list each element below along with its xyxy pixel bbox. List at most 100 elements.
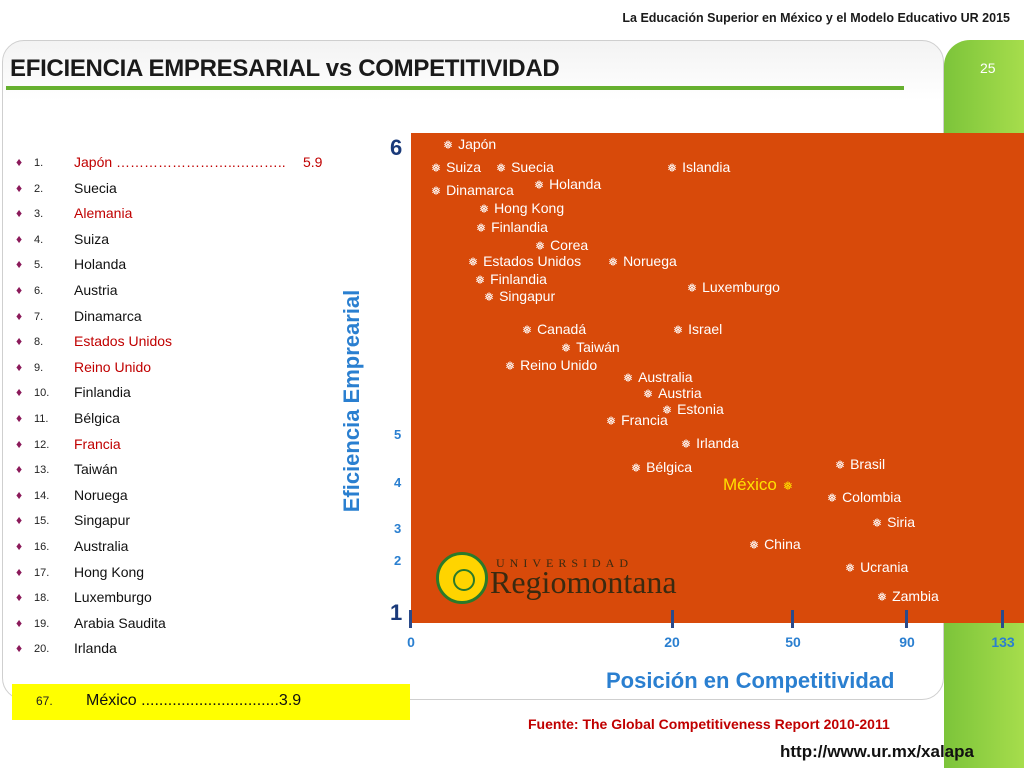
country-point: ❅ Finlandia: [476, 219, 548, 235]
rank-country: Reino Unido: [74, 358, 152, 375]
sun-marker-icon: ❅: [845, 561, 856, 575]
point-label: Ucrania: [860, 559, 909, 575]
rank-number: 7.: [34, 310, 44, 323]
rank-country: Estados Unidos: [74, 333, 173, 350]
point-label: Japón: [458, 136, 497, 152]
point-label: Bélgica: [646, 459, 692, 475]
diamond-bullet-icon: ♦: [16, 180, 23, 195]
y-tick-2: 2: [394, 553, 402, 568]
sun-marker-icon: ❅: [496, 161, 507, 175]
diamond-bullet-icon: ♦: [16, 410, 23, 425]
sun-marker-icon: ❅: [468, 255, 479, 269]
header-title: La Educación Superior en México y el Mod…: [622, 11, 1010, 25]
sun-marker-icon: ❅: [505, 359, 516, 373]
country-point: ❅ Islandia: [667, 159, 730, 175]
list-item: ♦ 2. Suecia: [12, 176, 342, 202]
rank-number: 2.: [34, 182, 44, 195]
sun-marker-icon: ❅: [476, 221, 487, 235]
university-logo: UNIVERSIDAD Regiomontana: [434, 550, 724, 608]
rank-number: 9.: [34, 361, 44, 374]
sun-marker-icon: ❅: [535, 239, 546, 253]
diamond-bullet-icon: ♦: [16, 206, 23, 221]
diamond-bullet-icon: ♦: [16, 257, 23, 272]
x-tick-50: 50: [785, 634, 801, 650]
diamond-bullet-icon: ♦: [16, 308, 23, 323]
rank-number: 4.: [34, 233, 44, 246]
rank-number: 11.: [34, 412, 49, 425]
sun-marker-icon: ❅: [631, 461, 642, 475]
list-item: ♦ 16. Australia: [12, 534, 342, 560]
country-point: ❅ Singapur: [484, 288, 555, 304]
point-label: Siria: [887, 514, 916, 530]
point-label: Dinamarca: [446, 182, 514, 198]
point-label: Singapur: [499, 288, 556, 304]
rank-country: Austria: [74, 281, 118, 298]
x-tick-20: 20: [664, 634, 680, 650]
rank-country: Francia: [74, 435, 121, 452]
country-point: ❅ Austria: [643, 385, 702, 401]
rank-country: Taiwán: [74, 461, 118, 478]
country-point: ❅ Bélgica: [631, 459, 692, 475]
point-label: Austria: [658, 385, 702, 401]
rank-number: 5.: [34, 259, 44, 272]
country-point: ❅ Reino Unido: [505, 357, 597, 373]
rank-country: Singapur: [74, 512, 131, 529]
footer-url[interactable]: http://www.ur.mx/xalapa: [780, 742, 974, 761]
country-point: ❅ Zambia: [877, 588, 939, 604]
country-point: ❅ Corea: [535, 237, 588, 253]
sun-marker-icon: ❅: [872, 516, 883, 530]
rank-country: Japón ……………………..………..: [74, 154, 286, 170]
sun-marker-icon: ❅: [827, 491, 838, 505]
sun-marker-icon: ❅: [479, 202, 490, 216]
sun-marker-icon: ❅: [534, 178, 545, 192]
list-item: ♦ 19. Arabia Saudita: [12, 611, 342, 637]
list-item: ♦ 18. Luxemburgo: [12, 585, 342, 611]
x-tick-133: 133: [991, 634, 1015, 650]
rank-country: Hong Kong: [74, 563, 145, 580]
diamond-bullet-icon: ♦: [16, 513, 23, 528]
rank-country: Dinamarca: [74, 307, 142, 324]
list-item: ♦ 10. Finlandia: [12, 380, 342, 406]
rank-number: 12.: [34, 438, 50, 451]
sun-marker-icon: ❅: [443, 138, 454, 152]
point-label: Irlanda: [696, 435, 739, 451]
rank-number: 18.: [34, 592, 50, 605]
header-strip: La Educación Superior en México y el Mod…: [0, 0, 1024, 34]
point-label: China: [764, 536, 801, 552]
list-item: ♦ 1. Japón ……………………..……….. 5.9: [12, 150, 342, 176]
y-tick-6: 6: [390, 135, 403, 160]
list-item: ♦ 4. Suiza: [12, 227, 342, 253]
rank-number: 20.: [34, 643, 50, 656]
rank-number: 17.: [34, 566, 50, 579]
country-point: ❅ Hong Kong: [479, 200, 564, 216]
x-tick-mark-0: [409, 610, 412, 628]
list-item: ♦ 17. Hong Kong: [12, 560, 342, 586]
rank-country: Irlanda: [74, 640, 117, 657]
sun-marker-icon: ❅: [431, 161, 442, 175]
rank-number: 3.: [34, 208, 44, 221]
sun-marker-icon: ❅: [681, 437, 692, 451]
point-label: Islandia: [682, 159, 731, 175]
y-tick-4: 4: [394, 475, 402, 490]
diamond-bullet-icon: ♦: [16, 231, 23, 246]
rank-country: Australia: [74, 537, 129, 554]
rank-number: 19.: [34, 617, 50, 630]
diamond-bullet-icon: ♦: [16, 564, 23, 579]
sun-marker-icon: ❅: [673, 323, 684, 337]
country-point: ❅ Noruega: [608, 253, 677, 269]
slide-number: 25: [980, 60, 996, 76]
country-point: ❅ Francia: [606, 412, 668, 428]
mexico-rank-text: México ...............................3.…: [86, 692, 302, 709]
sun-marker-icon: ❅: [608, 255, 619, 269]
point-label: México: [723, 475, 777, 494]
country-point: ❅ Estados Unidos: [468, 253, 581, 269]
point-label: Corea: [550, 237, 589, 253]
x-tick-mark-20: [671, 610, 674, 628]
diamond-bullet-icon: ♦: [16, 590, 23, 605]
rank-number: 14.: [34, 489, 50, 502]
rank-country: Arabia Saudita: [74, 614, 166, 631]
rank-number: 13.: [34, 464, 50, 477]
mexico-highlight: 67. México .............................…: [12, 684, 410, 720]
point-label: Brasil: [850, 456, 886, 472]
country-point: ❅ Estonia: [662, 401, 724, 417]
